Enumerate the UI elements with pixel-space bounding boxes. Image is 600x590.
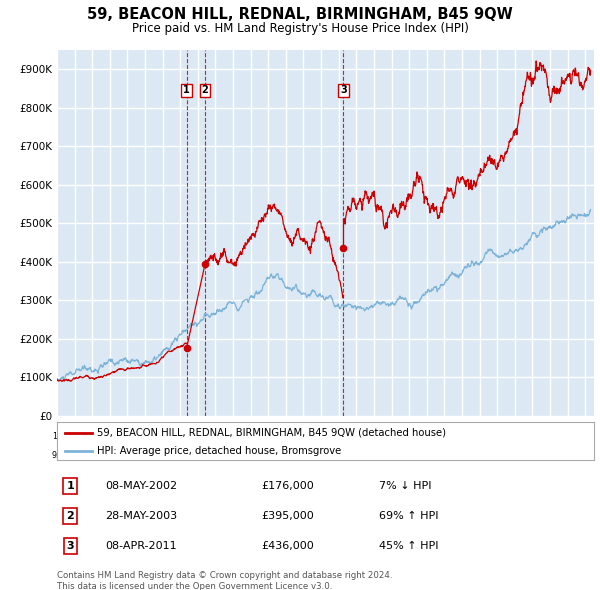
Text: 96: 96 xyxy=(70,451,80,460)
Text: 09: 09 xyxy=(298,451,308,460)
Text: 12: 12 xyxy=(351,451,361,460)
Text: 20: 20 xyxy=(351,432,361,441)
Text: 06: 06 xyxy=(245,451,256,460)
Text: 05: 05 xyxy=(228,451,238,460)
Text: 19: 19 xyxy=(475,451,485,460)
Text: 20: 20 xyxy=(158,432,168,441)
Text: 20: 20 xyxy=(228,432,238,441)
Text: £436,000: £436,000 xyxy=(261,542,314,551)
Text: 1: 1 xyxy=(183,86,190,96)
Text: 20: 20 xyxy=(563,432,572,441)
Text: 14: 14 xyxy=(386,451,397,460)
Text: 10: 10 xyxy=(316,451,326,460)
Text: 22: 22 xyxy=(527,451,538,460)
Text: 2: 2 xyxy=(202,86,208,96)
Text: 20: 20 xyxy=(369,432,379,441)
Text: 24: 24 xyxy=(563,451,572,460)
Text: 1: 1 xyxy=(67,481,74,491)
Text: 20: 20 xyxy=(404,432,414,441)
Text: 20: 20 xyxy=(492,432,502,441)
Text: 11: 11 xyxy=(334,451,344,460)
Text: 97: 97 xyxy=(87,451,97,460)
Text: 21: 21 xyxy=(510,451,520,460)
Text: £176,000: £176,000 xyxy=(261,481,314,491)
Text: 19: 19 xyxy=(87,432,97,441)
Text: 20: 20 xyxy=(140,432,150,441)
Text: 08-APR-2011: 08-APR-2011 xyxy=(106,542,177,551)
Text: 23: 23 xyxy=(545,451,555,460)
Text: 20: 20 xyxy=(492,451,502,460)
Text: 25: 25 xyxy=(580,451,590,460)
Text: 95: 95 xyxy=(52,451,62,460)
Text: 98: 98 xyxy=(105,451,115,460)
Text: 04: 04 xyxy=(211,451,220,460)
Text: 20: 20 xyxy=(211,432,221,441)
Text: 20: 20 xyxy=(386,432,397,441)
Text: £395,000: £395,000 xyxy=(261,512,314,521)
Text: 07: 07 xyxy=(263,451,274,460)
Text: 20: 20 xyxy=(510,432,520,441)
Text: 69% ↑ HPI: 69% ↑ HPI xyxy=(379,512,439,521)
Text: 3: 3 xyxy=(67,542,74,551)
Text: 59, BEACON HILL, REDNAL, BIRMINGHAM, B45 9QW: 59, BEACON HILL, REDNAL, BIRMINGHAM, B45… xyxy=(87,7,513,22)
Text: 20: 20 xyxy=(175,432,185,441)
Text: 19: 19 xyxy=(52,432,62,441)
Text: 08: 08 xyxy=(281,451,291,460)
Text: 15: 15 xyxy=(404,451,414,460)
Text: 3: 3 xyxy=(340,86,347,96)
Text: 19: 19 xyxy=(70,432,80,441)
Text: 16: 16 xyxy=(422,451,432,460)
Text: 20: 20 xyxy=(475,432,485,441)
Text: 7% ↓ HPI: 7% ↓ HPI xyxy=(379,481,432,491)
Text: 59, BEACON HILL, REDNAL, BIRMINGHAM, B45 9QW (detached house): 59, BEACON HILL, REDNAL, BIRMINGHAM, B45… xyxy=(97,428,446,438)
Text: 19: 19 xyxy=(105,432,115,441)
Text: 20: 20 xyxy=(334,432,344,441)
Text: HPI: Average price, detached house, Bromsgrove: HPI: Average price, detached house, Brom… xyxy=(97,445,341,455)
Text: 01: 01 xyxy=(158,451,167,460)
Text: 03: 03 xyxy=(193,451,203,460)
Text: 17: 17 xyxy=(439,451,449,460)
Text: 20: 20 xyxy=(245,432,256,441)
Text: 02: 02 xyxy=(175,451,185,460)
Text: 20: 20 xyxy=(580,432,590,441)
Text: 45% ↑ HPI: 45% ↑ HPI xyxy=(379,542,439,551)
Text: 18: 18 xyxy=(457,451,467,460)
Text: 20: 20 xyxy=(422,432,432,441)
Text: 28-MAY-2003: 28-MAY-2003 xyxy=(106,512,178,521)
Text: 20: 20 xyxy=(545,432,555,441)
Text: 19: 19 xyxy=(122,432,133,441)
Text: 20: 20 xyxy=(439,432,449,441)
Text: 20: 20 xyxy=(527,432,538,441)
Text: 20: 20 xyxy=(316,432,326,441)
Text: 08-MAY-2002: 08-MAY-2002 xyxy=(106,481,178,491)
Text: 20: 20 xyxy=(281,432,291,441)
Text: 99: 99 xyxy=(122,451,133,460)
Text: 20: 20 xyxy=(298,432,308,441)
Text: 20: 20 xyxy=(457,432,467,441)
Text: 13: 13 xyxy=(369,451,379,460)
Text: 2: 2 xyxy=(67,512,74,521)
Text: 00: 00 xyxy=(140,451,150,460)
Text: 20: 20 xyxy=(263,432,274,441)
Text: 20: 20 xyxy=(193,432,203,441)
Text: Contains HM Land Registry data © Crown copyright and database right 2024.
This d: Contains HM Land Registry data © Crown c… xyxy=(57,571,392,590)
Text: Price paid vs. HM Land Registry's House Price Index (HPI): Price paid vs. HM Land Registry's House … xyxy=(131,22,469,35)
